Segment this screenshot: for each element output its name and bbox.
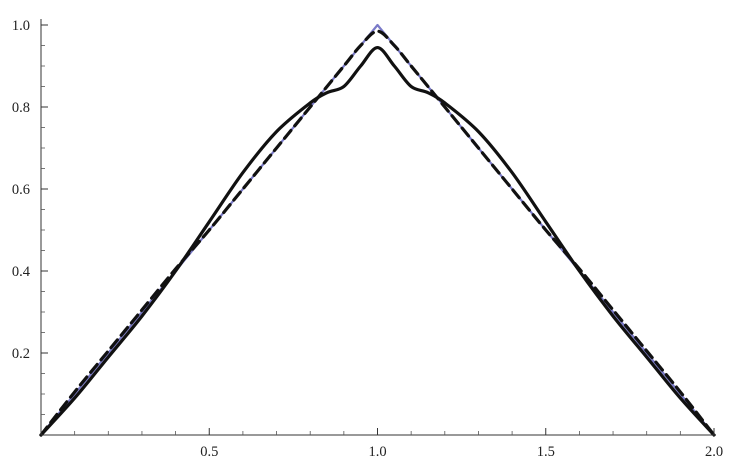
series-1-line — [39, 45, 716, 437]
y-tick-label: 1.0 — [12, 18, 30, 34]
series-0-line — [39, 23, 716, 437]
series-2-line — [39, 29, 716, 437]
x-tick-label: 1.5 — [537, 444, 555, 460]
ticks-layer — [41, 24, 715, 435]
tick-labels-layer: 0.5 1.0 1.5 2.0 0.2 0.4 0.6 0.8 1.0 — [12, 18, 723, 460]
series-layer — [39, 23, 716, 437]
x-tick-label: 0.5 — [200, 444, 218, 460]
x-tick-label: 1.0 — [368, 444, 386, 460]
axes-layer — [40, 19, 716, 436]
y-tick-label: 0.8 — [12, 100, 30, 116]
x-tick-label: 2.0 — [705, 444, 723, 460]
y-tick-label: 0.2 — [12, 346, 30, 362]
y-tick-label: 0.4 — [12, 264, 31, 280]
y-tick-label: 0.6 — [12, 182, 30, 198]
